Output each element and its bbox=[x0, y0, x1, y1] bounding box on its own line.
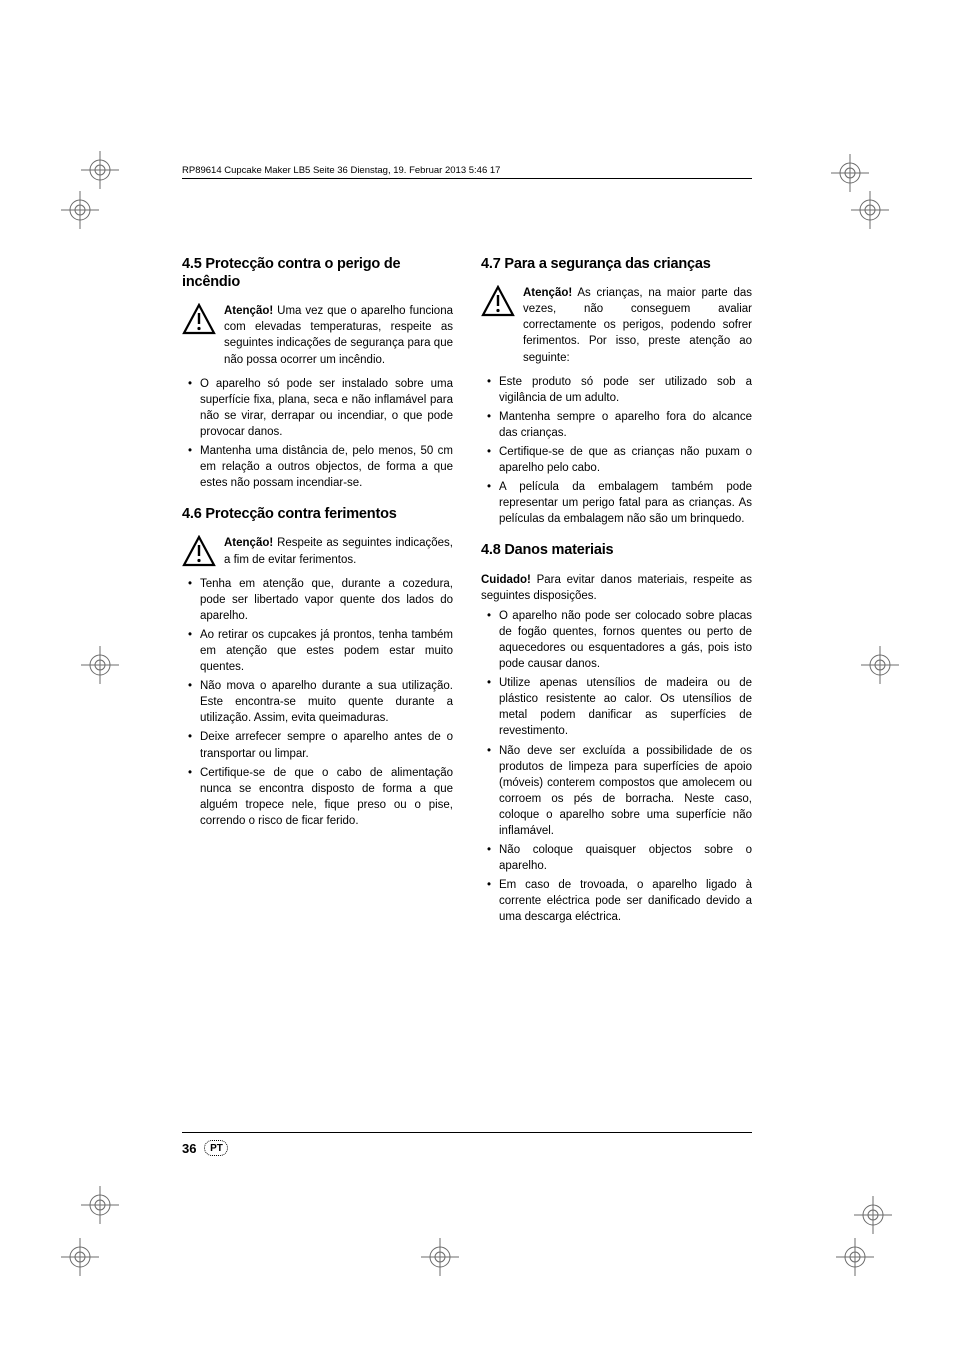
list-item: Não mova o aparelho durante a sua utiliz… bbox=[182, 678, 453, 726]
list-item: Deixe arrefecer sempre o aparelho antes … bbox=[182, 729, 453, 761]
heading-4-6: 4.6 Protecção contra ferimentos bbox=[182, 505, 453, 523]
list-item: Utilize apenas utensílios de madeira ou … bbox=[481, 675, 752, 739]
page-number: 36 bbox=[182, 1141, 196, 1156]
warning-icon bbox=[182, 303, 216, 335]
para-4-8: Cuidado! Para evitar danos materiais, re… bbox=[481, 572, 752, 604]
list-item: Tenha em atenção que, durante a cozedura… bbox=[182, 576, 453, 624]
left-column: 4.5 Protecção contra o perigo de incêndi… bbox=[182, 255, 453, 940]
heading-4-5: 4.5 Protecção contra o perigo de incêndi… bbox=[182, 255, 453, 291]
list-item: O aparelho não pode ser colocado sobre p… bbox=[481, 608, 752, 672]
list-item: Mantenha uma distância de, pelo menos, 5… bbox=[182, 443, 453, 491]
bullets-4-5: O aparelho só pode ser instalado sobre u… bbox=[182, 376, 453, 492]
running-header-text: RP89614 Cupcake Maker LB5 Seite 36 Diens… bbox=[182, 165, 500, 176]
list-item: Certifique-se de que as crianças não pux… bbox=[481, 444, 752, 476]
footer-rule bbox=[182, 1132, 752, 1133]
list-item: Não coloque quaisquer objectos sobre o a… bbox=[481, 842, 752, 874]
page-footer: 36 PT bbox=[182, 1140, 228, 1156]
list-item: Certifique-se de que o cabo de alimentaç… bbox=[182, 765, 453, 829]
warn-bold: Atenção! bbox=[224, 537, 273, 549]
warning-text-4-6: Atenção! Respeite as seguintes indicaçõe… bbox=[224, 535, 453, 567]
warning-block-4-5: Atenção! Uma vez que o aparelho funciona… bbox=[182, 303, 453, 367]
registration-mark-icon bbox=[55, 1232, 105, 1282]
heading-4-8: 4.8 Danos materiais bbox=[481, 541, 752, 559]
list-item: O aparelho só pode ser instalado sobre u… bbox=[182, 376, 453, 440]
bullets-4-8: O aparelho não pode ser colocado sobre p… bbox=[481, 608, 752, 926]
running-header: RP89614 Cupcake Maker LB5 Seite 36 Diens… bbox=[182, 165, 752, 179]
registration-mark-icon bbox=[855, 640, 905, 690]
list-item: Ao retirar os cupcakes já prontos, tenha… bbox=[182, 627, 453, 675]
warning-icon bbox=[182, 535, 216, 567]
registration-mark-icon bbox=[55, 185, 105, 235]
registration-mark-icon bbox=[848, 1190, 898, 1240]
bullets-4-7: Este produto só pode ser utilizado sob a… bbox=[481, 374, 752, 528]
language-badge: PT bbox=[204, 1140, 228, 1156]
list-item: Não deve ser excluída a possibilidade de… bbox=[481, 743, 752, 840]
list-item: Mantenha sempre o aparelho fora do alcan… bbox=[481, 409, 752, 441]
para-bold: Cuidado! bbox=[481, 574, 531, 586]
warn-bold: Atenção! bbox=[523, 287, 572, 299]
registration-mark-icon bbox=[845, 185, 895, 235]
list-item: A película da embalagem também pode repr… bbox=[481, 479, 752, 527]
list-item: Este produto só pode ser utilizado sob a… bbox=[481, 374, 752, 406]
warning-text-4-5: Atenção! Uma vez que o aparelho funciona… bbox=[224, 303, 453, 367]
warning-block-4-6: Atenção! Respeite as seguintes indicaçõe… bbox=[182, 535, 453, 567]
warning-icon bbox=[481, 285, 515, 317]
warning-block-4-7: Atenção! As crianças, na maior parte das… bbox=[481, 285, 752, 365]
warning-text-4-7: Atenção! As crianças, na maior parte das… bbox=[523, 285, 752, 365]
list-item: Em caso de trovoada, o aparelho ligado à… bbox=[481, 877, 752, 925]
registration-mark-icon bbox=[75, 1180, 125, 1230]
heading-4-7: 4.7 Para a segurança das crianças bbox=[481, 255, 752, 273]
registration-mark-icon bbox=[415, 1232, 465, 1282]
page-content: 4.5 Protecção contra o perigo de incêndi… bbox=[182, 255, 752, 940]
bullets-4-6: Tenha em atenção que, durante a cozedura… bbox=[182, 576, 453, 829]
right-column: 4.7 Para a segurança das crianças Atençã… bbox=[481, 255, 752, 940]
warn-bold: Atenção! bbox=[224, 305, 273, 317]
registration-mark-icon bbox=[75, 640, 125, 690]
